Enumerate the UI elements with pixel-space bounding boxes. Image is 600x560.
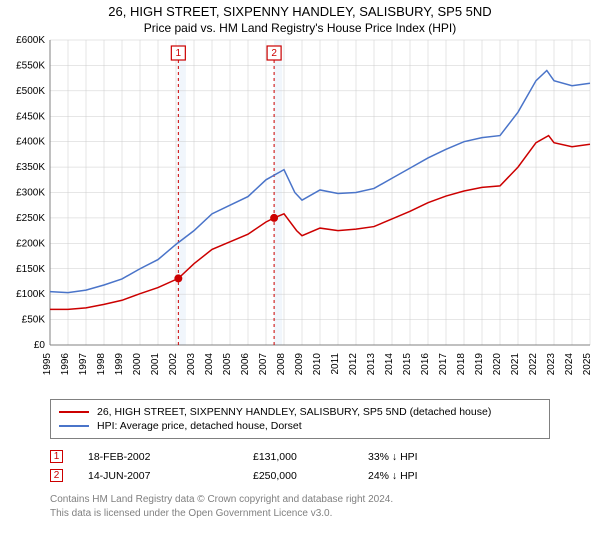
x-tick-label: 2006 — [240, 353, 251, 376]
x-tick-label: 2017 — [438, 353, 449, 376]
x-tick-label: 2012 — [348, 353, 359, 376]
legend-row: 26, HIGH STREET, SIXPENNY HANDLEY, SALIS… — [59, 405, 541, 419]
x-tick-label: 1998 — [96, 353, 107, 376]
bottom-block: 26, HIGH STREET, SIXPENNY HANDLEY, SALIS… — [0, 395, 600, 520]
x-tick-label: 2024 — [564, 353, 575, 376]
y-tick-label: £500K — [16, 86, 45, 97]
x-tick-label: 2008 — [276, 353, 287, 376]
x-tick-label: 2016 — [420, 353, 431, 376]
chart-subtitle: Price paid vs. HM Land Registry's House … — [0, 21, 600, 35]
chart-title: 26, HIGH STREET, SIXPENNY HANDLEY, SALIS… — [0, 4, 600, 19]
sales-row: 1 18-FEB-2002 £131,000 33% ↓ HPI — [50, 447, 550, 466]
sale-marker-label: 1 — [176, 48, 182, 59]
title-block: 26, HIGH STREET, SIXPENNY HANDLEY, SALIS… — [0, 0, 600, 35]
sales-price: £131,000 — [253, 451, 343, 463]
sale-marker-label: 2 — [271, 48, 277, 59]
x-tick-label: 2013 — [366, 353, 377, 376]
x-tick-label: 2000 — [132, 353, 143, 376]
sales-date: 14-JUN-2007 — [88, 470, 228, 482]
x-tick-label: 1996 — [60, 353, 71, 376]
y-tick-label: £50K — [22, 315, 46, 326]
sales-date: 18-FEB-2002 — [88, 451, 228, 463]
y-tick-label: £100K — [16, 289, 45, 300]
sale-dot — [270, 214, 278, 222]
sales-hpi: 24% ↓ HPI — [368, 470, 458, 482]
x-tick-label: 2003 — [186, 353, 197, 376]
y-tick-label: £550K — [16, 60, 45, 71]
sales-row: 2 14-JUN-2007 £250,000 24% ↓ HPI — [50, 466, 550, 485]
x-tick-label: 2010 — [312, 353, 323, 376]
x-tick-label: 2018 — [456, 353, 467, 376]
x-tick-label: 2020 — [492, 353, 503, 376]
chart-area: £0 £50K £100K £150K £200K £250K £300K £350K £400… — [0, 35, 600, 395]
sales-marker-icon: 2 — [50, 469, 63, 482]
x-tick-label: 2021 — [510, 353, 521, 376]
x-tick-label: 1997 — [78, 353, 89, 376]
legend-row: HPI: Average price, detached house, Dors… — [59, 419, 541, 433]
y-tick-label: £0 — [34, 340, 46, 351]
x-tick-label: 2009 — [294, 353, 305, 376]
y-tick-label: £400K — [16, 137, 45, 148]
legend-label: HPI: Average price, detached house, Dors… — [97, 420, 302, 432]
x-tick-label: 2001 — [150, 353, 161, 376]
x-tick-label: 2023 — [546, 353, 557, 376]
legend-swatch — [59, 411, 89, 413]
y-tick-label: £200K — [16, 238, 45, 249]
x-tick-label: 2002 — [168, 353, 179, 376]
footnote-line: Contains HM Land Registry data © Crown c… — [50, 493, 550, 507]
x-tick-label: 2015 — [402, 353, 413, 376]
sale-dot — [174, 274, 182, 282]
y-tick-label: £600K — [16, 35, 45, 46]
x-tick-label: 2004 — [204, 353, 215, 376]
sales-price: £250,000 — [253, 470, 343, 482]
chart-container: 26, HIGH STREET, SIXPENNY HANDLEY, SALIS… — [0, 0, 600, 560]
x-tick-label: 2022 — [528, 353, 539, 376]
x-tick-label: 2014 — [384, 353, 395, 376]
sales-table: 1 18-FEB-2002 £131,000 33% ↓ HPI 2 14-JUN-200… — [50, 447, 550, 485]
y-tick-label: £250K — [16, 213, 45, 224]
x-tick-label: 1999 — [114, 353, 125, 376]
legend-swatch — [59, 425, 89, 427]
sales-hpi: 33% ↓ HPI — [368, 451, 458, 463]
y-tick-label: £350K — [16, 162, 45, 173]
x-tick-label: 1995 — [42, 353, 53, 376]
y-tick-label: £300K — [16, 188, 45, 199]
y-tick-label: £150K — [16, 264, 45, 275]
legend: 26, HIGH STREET, SIXPENNY HANDLEY, SALIS… — [50, 399, 550, 439]
x-tick-label: 2019 — [474, 353, 485, 376]
legend-label: 26, HIGH STREET, SIXPENNY HANDLEY, SALIS… — [97, 406, 491, 418]
x-tick-label: 2005 — [222, 353, 233, 376]
sales-marker-icon: 1 — [50, 450, 63, 463]
y-tick-label: £450K — [16, 111, 45, 122]
x-tick-label: 2025 — [582, 353, 593, 376]
chart-svg: £0 £50K £100K £150K £200K £250K £300K £350K £400… — [0, 35, 600, 395]
footnote: Contains HM Land Registry data © Crown c… — [50, 493, 550, 520]
x-tick-label: 2007 — [258, 353, 269, 376]
footnote-line: This data is licensed under the Open Gov… — [50, 507, 550, 521]
x-tick-label: 2011 — [330, 353, 341, 375]
